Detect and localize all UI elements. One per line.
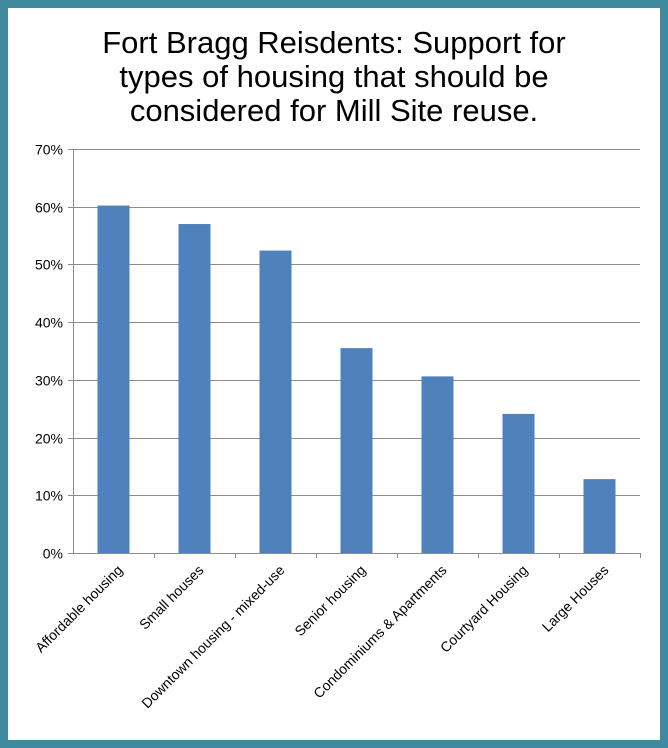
chart-title-line-2: types of housing that should be bbox=[119, 59, 549, 94]
chart-title-line-1: Fort Bragg Reisdents: Support for bbox=[102, 25, 566, 60]
x-category-label: Downtown housing - mixed-use bbox=[138, 562, 288, 712]
bar bbox=[583, 479, 616, 553]
y-tick-label: 0% bbox=[43, 546, 63, 562]
y-tick-label: 50% bbox=[35, 257, 63, 273]
x-category-label: Courtyard Housing bbox=[437, 562, 531, 656]
bar bbox=[340, 348, 373, 553]
x-category-label: Affordable housing bbox=[32, 562, 126, 656]
y-tick-label: 70% bbox=[35, 142, 63, 158]
y-tick-label: 20% bbox=[35, 431, 63, 447]
bar bbox=[502, 413, 535, 553]
y-axis: 0% 10% 20% 30% 40% 50% 60% 70% bbox=[35, 142, 74, 562]
x-category-label: Small houses bbox=[136, 562, 207, 633]
y-tick-label: 10% bbox=[35, 488, 63, 504]
bar bbox=[97, 205, 130, 553]
bar bbox=[178, 224, 211, 553]
y-tick-label: 40% bbox=[35, 315, 63, 331]
y-tick-label: 30% bbox=[35, 373, 63, 389]
x-category-label: Senior housing bbox=[291, 562, 368, 639]
x-category-label: Large Houses bbox=[539, 562, 612, 635]
chart-title-line-3: considered for Mill Site reuse. bbox=[129, 93, 539, 128]
bar bbox=[421, 376, 454, 553]
y-tick-label: 60% bbox=[35, 200, 63, 216]
bar bbox=[259, 250, 292, 553]
x-category-label: Condominiums & Apartments bbox=[310, 562, 450, 702]
chart-title: Fort Bragg Reisdents: Support for types … bbox=[60, 26, 608, 128]
bars bbox=[97, 205, 616, 553]
